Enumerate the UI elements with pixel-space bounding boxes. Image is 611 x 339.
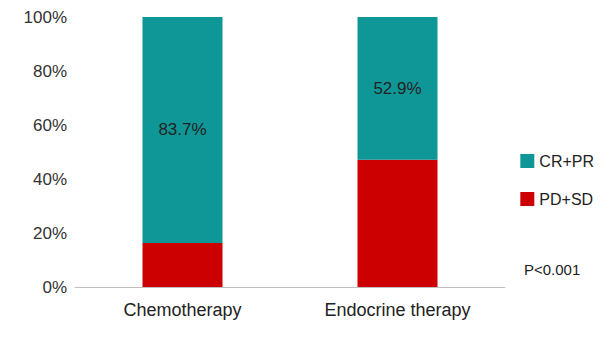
- svg-text:CR+PR: CR+PR: [539, 153, 594, 170]
- svg-text:40%: 40%: [33, 170, 67, 189]
- svg-text:80%: 80%: [33, 62, 67, 81]
- svg-text:Chemotherapy: Chemotherapy: [123, 300, 241, 320]
- svg-text:83.7%: 83.7%: [158, 120, 206, 139]
- svg-text:0%: 0%: [42, 278, 67, 297]
- svg-text:20%: 20%: [33, 224, 67, 243]
- svg-text:100%: 100%: [24, 8, 67, 27]
- svg-text:P<0.001: P<0.001: [524, 261, 580, 278]
- svg-text:PD+SD: PD+SD: [539, 191, 593, 208]
- svg-text:Endocrine therapy: Endocrine therapy: [324, 300, 470, 320]
- svg-text:60%: 60%: [33, 116, 67, 135]
- svg-text:52.9%: 52.9%: [373, 79, 421, 98]
